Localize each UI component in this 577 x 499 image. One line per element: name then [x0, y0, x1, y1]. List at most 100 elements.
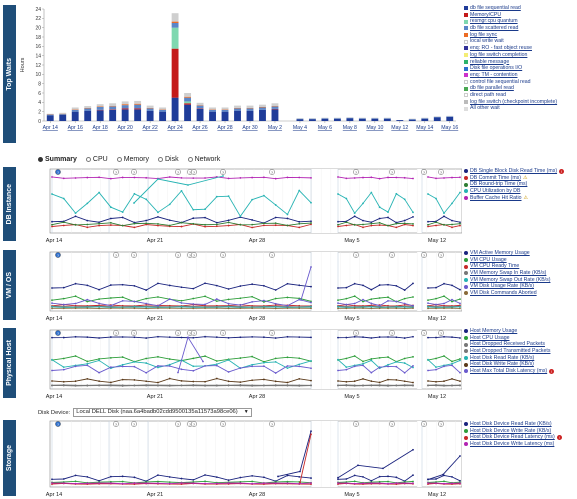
bar-segment[interactable] [421, 118, 429, 121]
legend-item[interactable]: Host CPU Usage [464, 335, 554, 342]
legend-item[interactable]: VM Memory Swap In Rate (KB/s) [464, 270, 550, 277]
bar-segment[interactable] [171, 48, 179, 98]
event-marker-icon[interactable] [191, 169, 197, 175]
bar-segment[interactable] [221, 107, 229, 110]
tab-disk[interactable]: Disk [157, 156, 179, 163]
event-marker-icon[interactable] [131, 169, 137, 175]
bar-segment[interactable] [134, 109, 142, 121]
bar-segment[interactable] [196, 105, 204, 109]
legend-item[interactable]: DB Single Block Disk Read Time (ms)! [464, 168, 565, 175]
tab-network[interactable]: Network [187, 156, 220, 163]
bar-segment[interactable] [171, 97, 179, 121]
event-marker-icon[interactable] [175, 169, 181, 175]
bar-segment[interactable] [209, 111, 216, 121]
x-tick-label[interactable]: May 8 [343, 125, 357, 131]
event-marker-icon[interactable] [113, 330, 119, 336]
disk-device-dropdown[interactable]: Local DELL Disk (naa.6a4badb02cdd9500135… [73, 408, 252, 417]
bar-segment[interactable] [296, 119, 304, 121]
event-marker-icon[interactable] [220, 421, 226, 427]
bar-segment[interactable] [234, 110, 241, 121]
legend-item[interactable]: Host Disk Device Write Rate (KB/s) [464, 428, 562, 435]
event-marker-icon[interactable] [421, 169, 427, 175]
bar-segment[interactable] [184, 97, 192, 102]
bar-segment[interactable] [96, 104, 104, 107]
legend-item[interactable]: VM Active Memory Usage [464, 250, 550, 257]
bar-segment[interactable] [383, 118, 391, 121]
bar-segment[interactable] [271, 109, 279, 121]
bar-segment[interactable] [221, 109, 229, 112]
bar-segment[interactable] [159, 107, 167, 110]
bar-segment[interactable] [96, 110, 104, 121]
bar-segment[interactable] [121, 109, 129, 121]
bar-segment[interactable] [396, 120, 404, 121]
event-marker-icon[interactable] [353, 169, 359, 175]
legend-item[interactable]: Host Disk Device Write Latency (ms) [464, 441, 562, 448]
bar-segment[interactable] [146, 110, 154, 121]
bar-segment[interactable] [196, 108, 204, 121]
event-marker-icon[interactable] [220, 169, 226, 175]
bar-segment[interactable] [446, 116, 454, 121]
bar-segment[interactable] [134, 108, 142, 110]
bar-segment[interactable] [171, 21, 179, 23]
legend-item[interactable]: VM Memory Swap Out Rate (KB/s) [464, 277, 550, 284]
bar-segment[interactable] [271, 103, 279, 107]
event-marker-icon[interactable] [421, 252, 427, 258]
legend-item[interactable]: Buffer Cache Hit Ratio ⚠ [464, 195, 564, 202]
x-tick-label[interactable]: Apr 18 [93, 125, 108, 131]
bar-segment[interactable] [171, 13, 179, 22]
event-marker-icon[interactable] [269, 330, 275, 336]
bar-segment[interactable] [259, 107, 266, 110]
bar-segment[interactable] [71, 107, 79, 110]
legend-item[interactable]: Host Disk Device Read Latency (ms)! [464, 434, 562, 441]
event-marker-icon[interactable] [131, 330, 137, 336]
event-marker-icon[interactable] [55, 252, 61, 258]
bar-segment[interactable] [84, 110, 92, 121]
bar-segment[interactable] [184, 93, 192, 97]
bar-segment[interactable] [109, 103, 117, 107]
bar-segment[interactable] [271, 106, 279, 109]
event-marker-icon[interactable] [191, 421, 197, 427]
bar-segment[interactable] [59, 114, 67, 115]
legend-item[interactable]: enq: RO - fast object reuse [464, 45, 557, 52]
legend-item[interactable]: db file parallel read [464, 85, 557, 92]
event-marker-icon[interactable] [220, 330, 226, 336]
x-tick-label[interactable]: Apr 26 [192, 125, 207, 131]
event-marker-icon[interactable] [269, 421, 275, 427]
bar-segment[interactable] [84, 106, 92, 108]
bar-segment[interactable] [134, 104, 142, 109]
bar-segment[interactable] [96, 107, 104, 110]
event-marker-icon[interactable] [220, 252, 226, 258]
legend-item[interactable]: Disk file operations I/O [464, 65, 557, 72]
event-marker-icon[interactable] [269, 252, 275, 258]
event-marker-icon[interactable] [131, 252, 137, 258]
event-marker-icon[interactable] [191, 330, 197, 336]
legend-item[interactable]: Host Disk Write Rate (KB/s) [464, 361, 554, 368]
legend-item[interactable]: log file sync [464, 32, 557, 39]
bar-segment[interactable] [246, 108, 254, 111]
bar-segment[interactable] [71, 109, 79, 112]
alert-icon[interactable]: ! [559, 168, 565, 174]
bar-segment[interactable] [234, 105, 241, 108]
event-marker-icon[interactable] [389, 421, 395, 427]
bar-segment[interactable] [308, 119, 316, 121]
legend-item[interactable]: log file switch (checkpoint incomplete) [464, 99, 557, 106]
x-tick-label[interactable]: May 16 [441, 125, 458, 131]
bar-segment[interactable] [184, 96, 192, 98]
bar-segment[interactable] [109, 106, 117, 110]
x-tick-label[interactable]: Apr 24 [167, 125, 182, 131]
warning-icon[interactable]: ⚠ [523, 174, 528, 181]
event-marker-icon[interactable] [353, 330, 359, 336]
bar-segment[interactable] [209, 109, 216, 112]
warning-icon[interactable]: ⚠ [523, 194, 528, 201]
bar-segment[interactable] [209, 107, 216, 110]
event-marker-icon[interactable] [113, 169, 119, 175]
bar-segment[interactable] [221, 111, 229, 121]
event-marker-icon[interactable] [438, 421, 444, 427]
bar-segment[interactable] [259, 104, 266, 107]
bar-segment[interactable] [346, 118, 354, 121]
event-marker-icon[interactable] [131, 421, 137, 427]
event-marker-icon[interactable] [421, 421, 427, 427]
event-marker-icon[interactable] [113, 421, 119, 427]
x-tick-label[interactable]: Apr 20 [118, 125, 133, 131]
bar-segment[interactable] [59, 112, 67, 114]
